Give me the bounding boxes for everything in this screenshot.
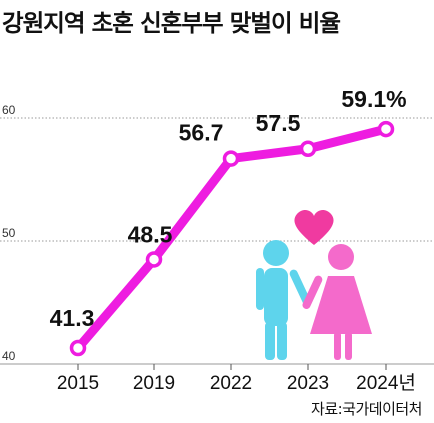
y-tick-label: 50 bbox=[2, 226, 16, 240]
y-tick-label: 60 bbox=[2, 103, 16, 117]
chart-title: 강원지역 초혼 신혼부부 맞벌이 비율 bbox=[2, 9, 341, 37]
data-point bbox=[145, 251, 163, 268]
data-point bbox=[377, 120, 395, 138]
grid-lines bbox=[0, 117, 434, 365]
y-axis-ticks: 40 50 60 bbox=[2, 103, 16, 363]
series-line-group bbox=[69, 120, 395, 357]
x-tick-label: 2024년 bbox=[356, 372, 416, 394]
data-label: 59.1% bbox=[341, 86, 406, 112]
data-point bbox=[222, 150, 240, 167]
data-label: 41.3 bbox=[50, 305, 95, 331]
y-tick-label: 40 bbox=[2, 349, 16, 363]
x-tick-label: 2015 bbox=[57, 373, 99, 394]
data-labels: 41.3 48.5 56.7 57.5 59.1% bbox=[50, 86, 407, 331]
data-point bbox=[69, 339, 87, 357]
data-label: 56.7 bbox=[179, 120, 224, 146]
groom-icon bbox=[256, 240, 312, 360]
data-label: 48.5 bbox=[128, 221, 173, 247]
data-point bbox=[299, 140, 317, 157]
heart-icon bbox=[294, 209, 334, 245]
x-axis: 2015 2019 2022 2023 2024년 bbox=[57, 364, 416, 394]
source-note: 자료:국가데이터처 bbox=[311, 400, 422, 418]
x-tick-label: 2019 bbox=[133, 373, 175, 394]
x-tick-label: 2022 bbox=[210, 373, 252, 394]
data-label: 57.5 bbox=[256, 110, 301, 136]
bride-icon bbox=[302, 244, 372, 360]
x-tick-label: 2023 bbox=[287, 373, 329, 394]
couple-illustration bbox=[256, 209, 372, 360]
